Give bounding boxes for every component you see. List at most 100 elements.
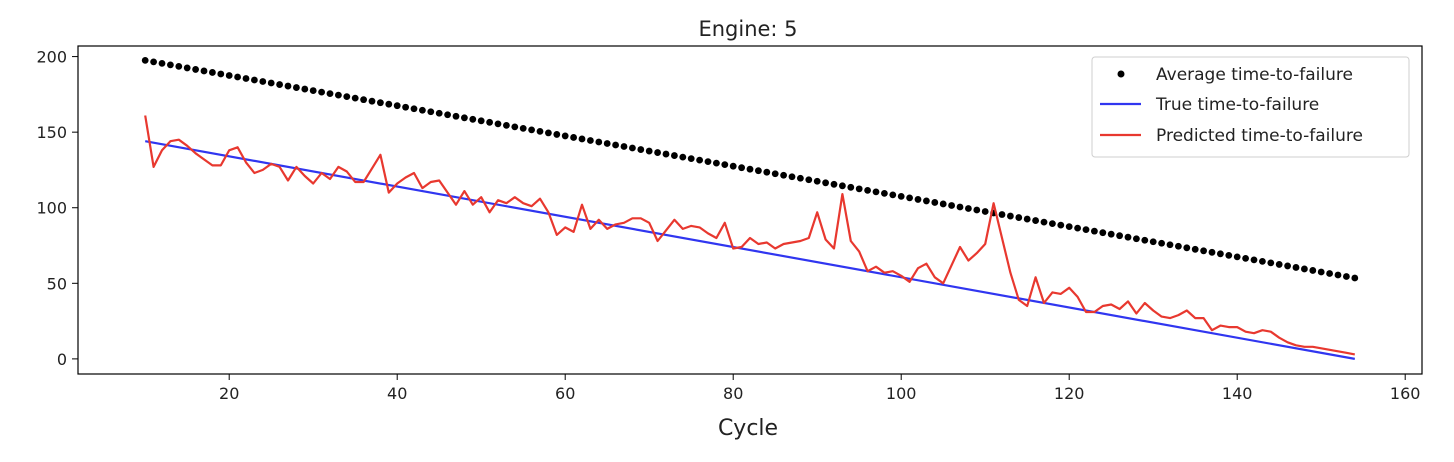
average-point [469, 115, 477, 123]
average-point [494, 120, 502, 128]
average-point [158, 59, 166, 67]
average-point [1057, 221, 1065, 229]
average-point [1267, 259, 1275, 267]
average-point [771, 170, 779, 178]
average-point [738, 164, 745, 172]
average-point [1091, 227, 1098, 235]
average-point [603, 140, 611, 147]
average-point [1334, 271, 1342, 279]
average-point [444, 111, 451, 119]
average-point [377, 99, 384, 107]
average-point [923, 197, 930, 205]
average-point [671, 152, 678, 159]
average-point [301, 85, 309, 93]
average-point [587, 137, 594, 144]
series-average-time-to-failure [141, 56, 1359, 282]
average-point [1166, 241, 1174, 249]
average-point [897, 192, 905, 200]
average-point [1250, 256, 1258, 264]
x-tick-label: 40 [387, 384, 407, 403]
average-point [1309, 267, 1317, 274]
average-point [1124, 233, 1132, 241]
average-point [410, 105, 418, 113]
average-point [284, 82, 292, 90]
average-point [1326, 270, 1333, 277]
average-point [780, 171, 787, 179]
average-point [452, 112, 460, 120]
average-point [167, 61, 174, 69]
average-point [662, 150, 670, 158]
average-point [1343, 273, 1350, 280]
average-point [687, 155, 695, 163]
series-predicted-time-to-failure [144, 115, 1356, 356]
average-point [570, 134, 577, 141]
average-point [393, 102, 401, 110]
average-point [1082, 226, 1090, 234]
average-point [335, 91, 342, 99]
y-tick-label: 200 [36, 48, 67, 67]
x-tick-label: 80 [723, 384, 743, 403]
average-point [729, 162, 737, 170]
y-axis-ticks: 0 50 100 150 200 [36, 48, 78, 369]
legend-label-average: Average time-to-failure [1156, 65, 1353, 85]
average-point [234, 73, 242, 81]
average-point [209, 69, 216, 76]
average-point [981, 208, 989, 215]
y-tick-label: 50 [47, 274, 67, 293]
average-point [872, 188, 880, 196]
y-tick-label: 100 [36, 199, 67, 218]
average-point [620, 143, 628, 150]
series-layer [141, 56, 1359, 360]
average-point [217, 70, 225, 78]
average-point [822, 179, 829, 187]
average-point [1149, 238, 1157, 246]
average-point [956, 203, 964, 211]
average-point [1133, 235, 1140, 243]
average-point [704, 158, 712, 166]
average-point [1200, 247, 1207, 255]
average-point [435, 109, 443, 117]
average-point [242, 75, 250, 82]
legend: Average time-to-failure True time-to-fai… [1091, 56, 1410, 158]
average-point [629, 144, 636, 152]
average-point [519, 124, 527, 132]
average-point [175, 63, 183, 70]
series-true-time-to-failure [145, 140, 1355, 360]
average-point [1225, 251, 1233, 259]
average-point [1049, 220, 1056, 228]
average-point [813, 177, 821, 185]
average-point [461, 114, 468, 122]
average-point [1183, 244, 1191, 252]
average-point [847, 183, 855, 191]
average-point [528, 126, 535, 134]
average-point [385, 100, 393, 108]
legend-marker-average [1117, 70, 1125, 78]
average-point [1208, 248, 1216, 256]
average-point [948, 202, 955, 209]
average-point [839, 182, 846, 190]
average-point [1317, 268, 1325, 276]
average-point [998, 211, 1006, 218]
average-point [1116, 232, 1123, 240]
x-tick-label: 20 [219, 384, 239, 403]
average-point [1191, 245, 1199, 253]
average-point [637, 146, 645, 153]
average-point [721, 161, 729, 169]
average-point [1259, 257, 1266, 265]
average-point [1233, 253, 1241, 261]
legend-label-predicted: Predicted time-to-failure [1156, 126, 1363, 146]
average-point [713, 159, 720, 167]
average-point [419, 106, 426, 114]
legend-box [1091, 56, 1410, 158]
x-tick-label: 100 [886, 384, 917, 403]
average-point [141, 56, 149, 64]
average-point [973, 206, 981, 214]
average-point [1301, 265, 1308, 273]
average-point [309, 87, 317, 94]
average-point [645, 147, 653, 155]
average-point [1217, 250, 1224, 258]
x-axis-ticks: 20 40 60 80 100 120 140 160 [219, 374, 1420, 403]
average-point [1040, 218, 1048, 226]
average-point [343, 93, 351, 101]
